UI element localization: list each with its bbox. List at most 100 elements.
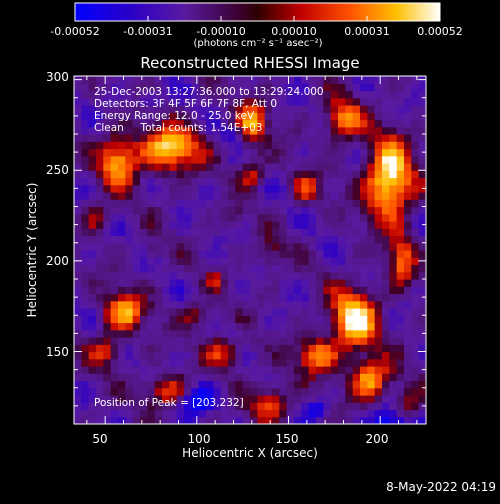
heatmap-cell <box>228 199 236 208</box>
heatmap-cell <box>301 199 310 208</box>
heatmap-cell <box>154 337 163 345</box>
heatmap-cell <box>301 163 310 171</box>
heatmap-cell <box>206 126 214 135</box>
heatmap-cell <box>235 90 244 99</box>
heatmap-cell <box>235 257 244 266</box>
heatmap-cell <box>294 213 302 222</box>
heatmap-cell <box>213 358 222 367</box>
heatmap-cell <box>374 344 383 353</box>
heatmap-cell <box>250 242 258 251</box>
heatmap-cell <box>264 402 273 411</box>
heatmap-cell <box>338 213 346 222</box>
heatmap-cell <box>389 279 398 287</box>
heatmap-cell <box>184 213 192 222</box>
heatmap-cell <box>396 97 405 106</box>
heatmap-cell <box>418 315 426 324</box>
heatmap-cell <box>242 366 251 374</box>
heatmap-cell <box>184 235 192 244</box>
heatmap-cell <box>132 97 141 106</box>
heatmap-cell <box>132 409 141 418</box>
heatmap-cell <box>411 177 420 186</box>
heatmap-cell <box>264 279 273 287</box>
heatmap-cell <box>250 322 258 331</box>
heatmap-cell <box>96 337 104 345</box>
heatmap-cell <box>220 373 229 382</box>
heatmap-cell <box>191 250 200 258</box>
heatmap-cell <box>301 170 310 179</box>
heatmap-cell <box>228 213 236 222</box>
heatmap-cell <box>286 308 295 316</box>
heatmap-cell <box>235 380 244 389</box>
heatmap-cell <box>345 213 354 222</box>
heatmap-cell <box>162 308 170 316</box>
heatmap-cell <box>389 221 398 229</box>
heatmap-cell <box>125 184 134 193</box>
heatmap-cell <box>125 293 134 302</box>
heatmap-cell <box>110 235 119 244</box>
heatmap-cell <box>367 177 376 186</box>
heatmap-cell <box>286 351 295 360</box>
heatmap-cell <box>411 235 420 244</box>
heatmap-cell <box>81 366 90 374</box>
heatmap-cell <box>338 373 346 382</box>
heatmap-cell <box>264 221 273 229</box>
heatmap-cell <box>374 199 383 208</box>
heatmap-cell <box>242 228 251 237</box>
heatmap-cell <box>169 366 178 374</box>
heatmap-cell <box>272 257 280 266</box>
heatmap-cell <box>338 402 346 411</box>
heatmap-cell <box>382 184 390 193</box>
heatmap-cell <box>404 221 412 229</box>
heatmap-cell <box>88 257 97 266</box>
heatmap-cell <box>308 286 317 295</box>
heatmap-cell <box>360 242 368 251</box>
heatmap-cell <box>242 279 251 287</box>
heatmap-cell <box>338 105 346 113</box>
heatmap-cell <box>308 83 317 92</box>
heatmap-cell <box>206 300 214 309</box>
heatmap-cell <box>330 315 339 324</box>
heatmap-cell <box>418 344 426 353</box>
heatmap-cell <box>118 242 126 251</box>
heatmap-cell <box>96 344 104 353</box>
heatmap-cell <box>257 141 266 150</box>
heatmap-cell <box>154 141 163 150</box>
heatmap-cell <box>257 97 266 106</box>
heatmap-cell <box>352 184 361 193</box>
heatmap-cell <box>338 409 346 418</box>
heatmap-cell <box>213 184 222 193</box>
heatmap-cell <box>220 257 229 266</box>
heatmap-cell <box>213 337 222 345</box>
heatmap-cell <box>88 192 97 200</box>
heatmap-cell <box>198 286 207 295</box>
heatmap-cell <box>360 395 368 403</box>
heatmap-cell <box>352 257 361 266</box>
heatmap-cell <box>81 329 90 338</box>
heatmap-cell <box>162 279 170 287</box>
heatmap-cell <box>308 119 317 128</box>
heatmap-cell <box>147 264 156 273</box>
heatmap-cell <box>118 192 126 200</box>
heatmap-cell <box>345 380 354 389</box>
heatmap-cell <box>352 213 361 222</box>
heatmap-cell <box>382 402 390 411</box>
heatmap-cell <box>360 170 368 179</box>
heatmap-cell <box>374 271 383 280</box>
heatmap-cell <box>220 300 229 309</box>
heatmap-cell <box>154 76 163 84</box>
heatmap-cell <box>396 279 405 287</box>
heatmap-cell <box>184 402 192 411</box>
heatmap-cell <box>235 416 244 424</box>
heatmap-cell <box>250 83 258 92</box>
heatmap-cell <box>96 242 104 251</box>
heatmap-cell <box>162 300 170 309</box>
heatmap-cell <box>374 308 383 316</box>
heatmap-cell <box>147 112 156 121</box>
heatmap-cell <box>294 250 302 258</box>
heatmap-cell <box>125 76 134 84</box>
heatmap-cell <box>118 199 126 208</box>
heatmap-cell <box>206 395 214 403</box>
heatmap-cell <box>316 366 324 374</box>
heatmap-cell <box>96 395 104 403</box>
heatmap-cell <box>382 250 390 258</box>
